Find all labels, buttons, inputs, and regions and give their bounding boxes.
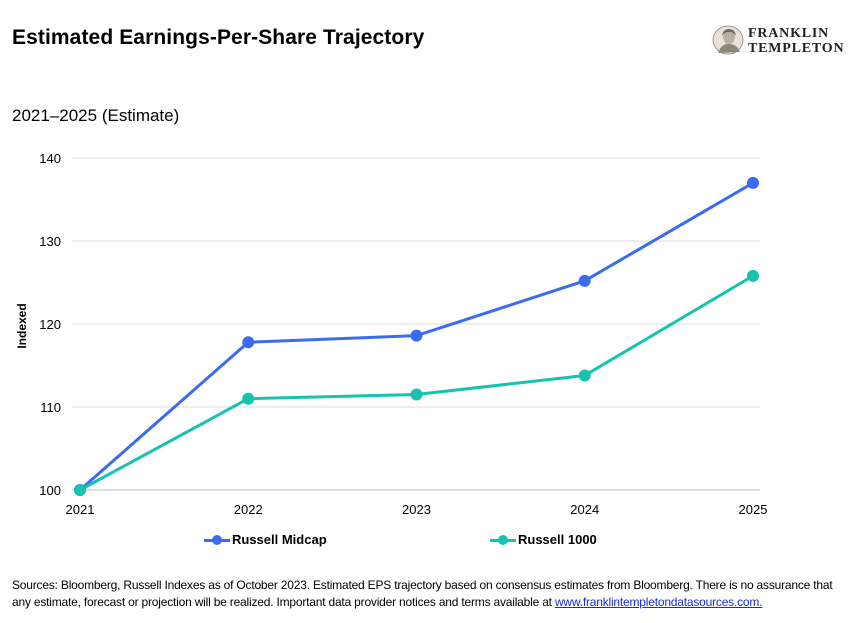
data-point-russell-1000-2024 (578, 369, 591, 382)
footnote-text: Sources: Bloomberg, Russell Indexes as o… (12, 578, 833, 609)
data-point-russell-midcap-2025 (747, 176, 759, 189)
y-tick-label-130: 130 (39, 234, 61, 249)
chart-subtitle: 2021–2025 (Estimate) (12, 106, 180, 125)
y-tick-label-140: 140 (39, 151, 61, 166)
data-sources-link[interactable]: www.franklintempletondatasources.com. (554, 595, 763, 609)
data-point-russell-1000-2023 (410, 388, 423, 401)
y-tick-label-120: 120 (39, 317, 61, 332)
x-tick-label-2022: 2022 (234, 502, 263, 517)
data-point-russell-midcap-2024 (578, 274, 591, 287)
legend-label-russell-1000: Russell 1000 (518, 532, 597, 547)
y-tick-label-100: 100 (39, 483, 61, 498)
data-point-russell-1000-2025 (747, 269, 759, 282)
y-axis-label: Indexed (15, 303, 29, 349)
franklin-templeton-logo: FRANKLIN TEMPLETON (712, 24, 848, 58)
legend-label-russell-midcap: Russell Midcap (232, 532, 327, 547)
page-title: Estimated Earnings-Per-Share Trajectory (12, 26, 425, 49)
legend-marker-russell-1000 (490, 533, 516, 547)
data-point-russell-1000-2022 (242, 392, 255, 405)
logo-line-2: TEMPLETON (748, 41, 845, 56)
data-point-russell-1000-2021 (74, 484, 86, 496)
data-point-russell-midcap-2022 (242, 336, 255, 349)
x-tick-label-2023: 2023 (402, 502, 431, 517)
x-tick-label-2021: 2021 (66, 502, 95, 517)
x-tick-label-2024: 2024 (570, 502, 599, 517)
legend-marker-russell-midcap (204, 533, 230, 547)
franklin-portrait-icon (712, 25, 744, 55)
footnote: Sources: Bloomberg, Russell Indexes as o… (12, 577, 842, 611)
legend-item-russell-1000: Russell 1000 (490, 532, 597, 547)
logo-line-1: FRANKLIN (748, 26, 830, 41)
line-chart: 100 110 120 130 140 2021 2022 2023 2024 2025 (39, 151, 768, 517)
data-point-russell-midcap-2023 (410, 329, 423, 342)
x-tick-label-2025: 2025 (739, 502, 768, 517)
series-line-russell-1000 (79, 274, 754, 492)
legend-item-russell-midcap: Russell Midcap (204, 532, 327, 547)
logo-wordmark: FRANKLIN TEMPLETON (748, 26, 844, 56)
y-tick-label-110: 110 (40, 400, 61, 415)
